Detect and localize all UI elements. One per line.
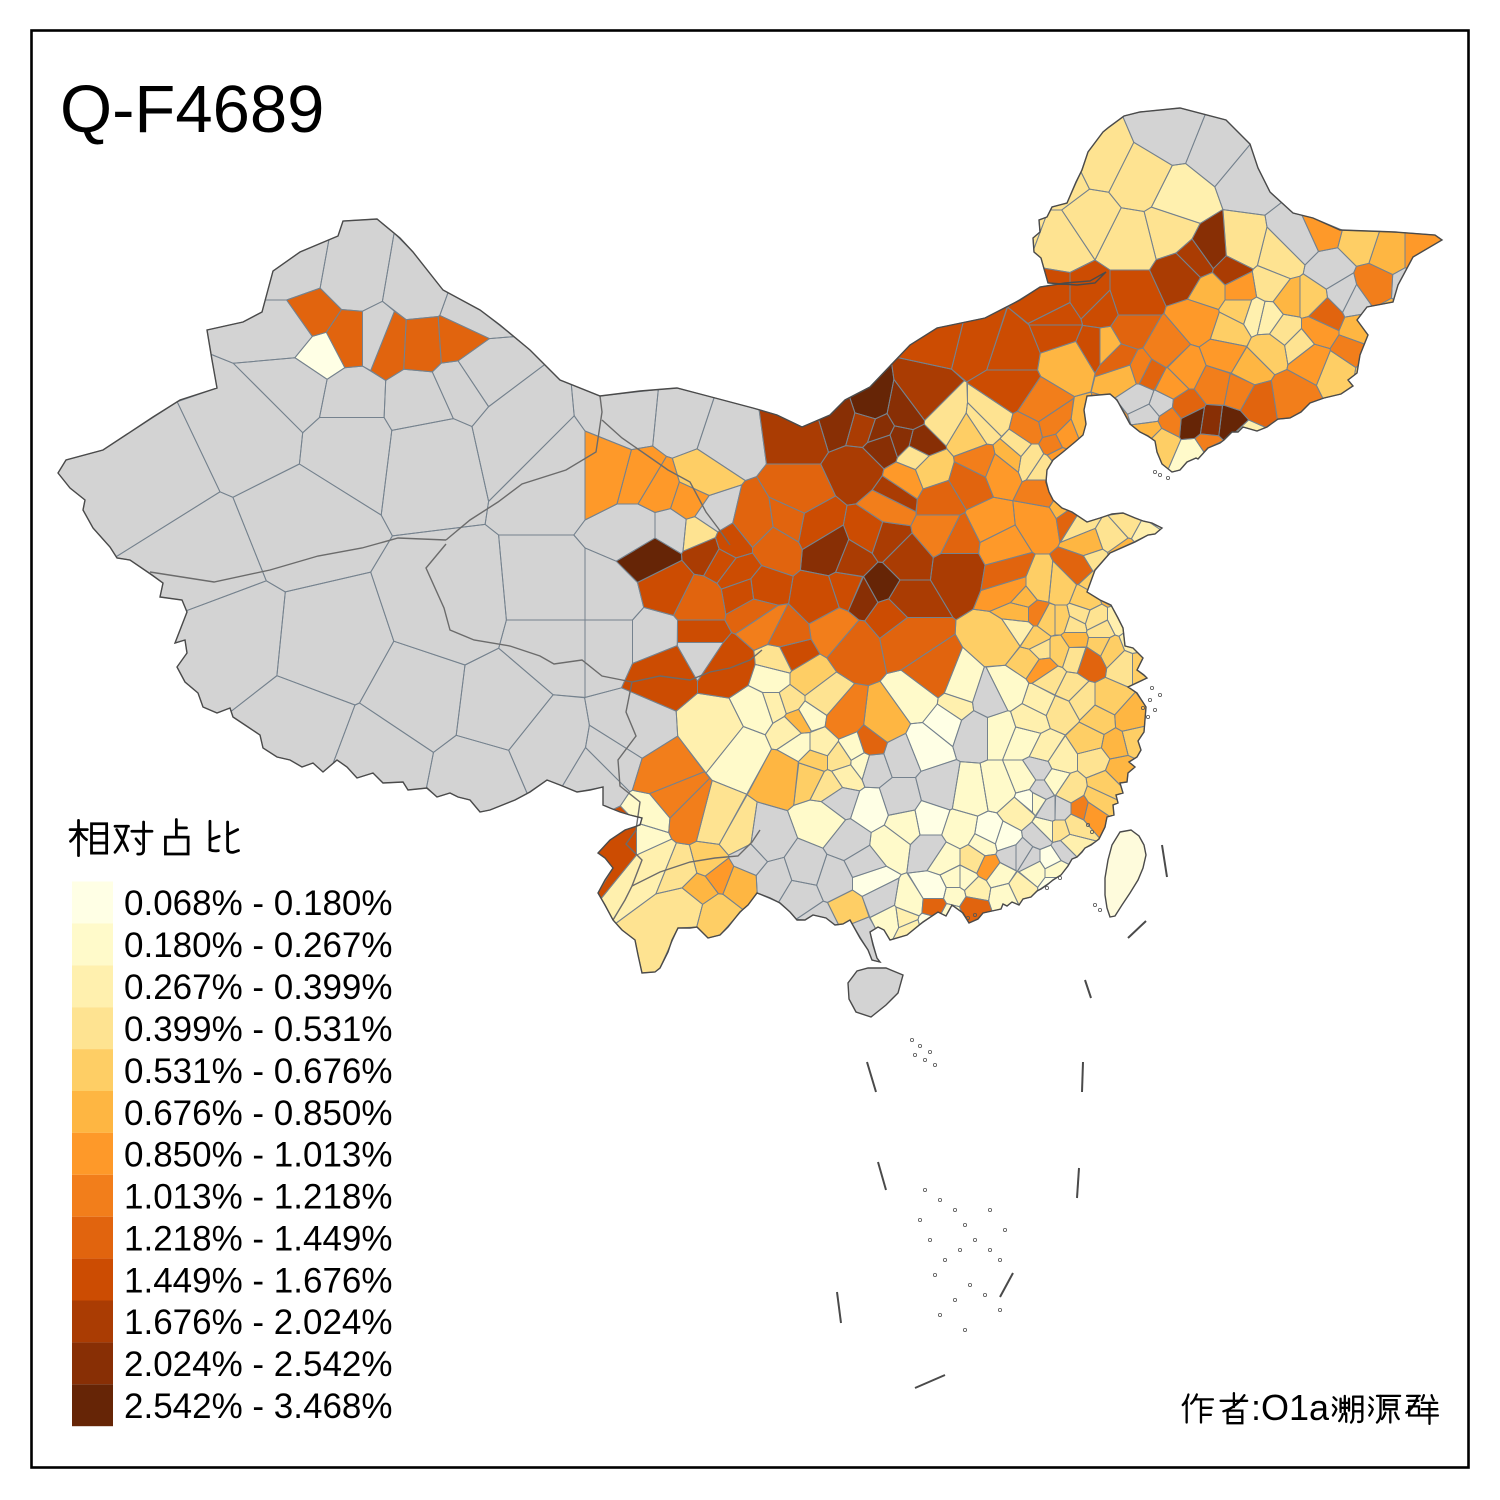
svg-text:0.850% - 1.013%: 0.850% - 1.013%	[124, 1136, 393, 1175]
svg-text:1.676% - 2.024%: 1.676% - 2.024%	[124, 1303, 393, 1342]
svg-text:0.676% - 0.850%: 0.676% - 0.850%	[124, 1094, 393, 1133]
svg-text:1.218% - 1.449%: 1.218% - 1.449%	[124, 1220, 393, 1259]
svg-text:2.024% - 2.542%: 2.024% - 2.542%	[124, 1345, 393, 1384]
svg-text:2.542% - 3.468%: 2.542% - 3.468%	[124, 1387, 393, 1426]
svg-text:0.399% - 0.531%: 0.399% - 0.531%	[124, 1010, 393, 1049]
svg-text:Q-F4689: Q-F4689	[60, 72, 324, 147]
svg-text:0.068% - 0.180%: 0.068% - 0.180%	[124, 884, 393, 923]
svg-text:0.531% - 0.676%: 0.531% - 0.676%	[124, 1052, 393, 1091]
svg-text::O1a: :O1a	[1251, 1387, 1330, 1428]
svg-text:1.449% - 1.676%: 1.449% - 1.676%	[124, 1261, 393, 1300]
svg-text:0.267% - 0.399%: 0.267% - 0.399%	[124, 968, 393, 1007]
svg-text:1.013% - 1.218%: 1.013% - 1.218%	[124, 1178, 393, 1217]
svg-text:0.180% - 0.267%: 0.180% - 0.267%	[124, 926, 393, 965]
